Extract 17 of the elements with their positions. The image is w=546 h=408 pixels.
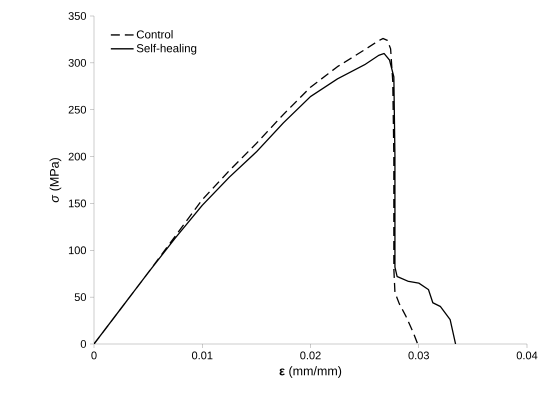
x-tick-label: 0.04 — [516, 352, 538, 360]
y-tick-label: 300 — [68, 58, 86, 67]
legend-label: Self-healing — [136, 44, 196, 55]
x-tick-label: 0.02 — [300, 352, 321, 360]
y-tick-label: 0 — [80, 340, 86, 348]
y-tick-label: 100 — [68, 246, 86, 254]
y-tick-label: 50 — [74, 293, 86, 302]
x-tick-label: 0 — [91, 352, 97, 360]
x-axis-title: ε (mm/mm) — [280, 366, 342, 378]
x-tick-label: 0.03 — [408, 352, 429, 360]
y-tick-label: 350 — [68, 12, 86, 20]
legend-label: Control — [136, 30, 173, 38]
x-tick-label: 0.01 — [192, 352, 212, 360]
y-tick-label: 150 — [68, 200, 86, 208]
y-tick-label: 250 — [68, 106, 86, 114]
y-axis-title: σ (MPa) — [50, 158, 62, 202]
y-tick-label: 200 — [68, 152, 86, 160]
